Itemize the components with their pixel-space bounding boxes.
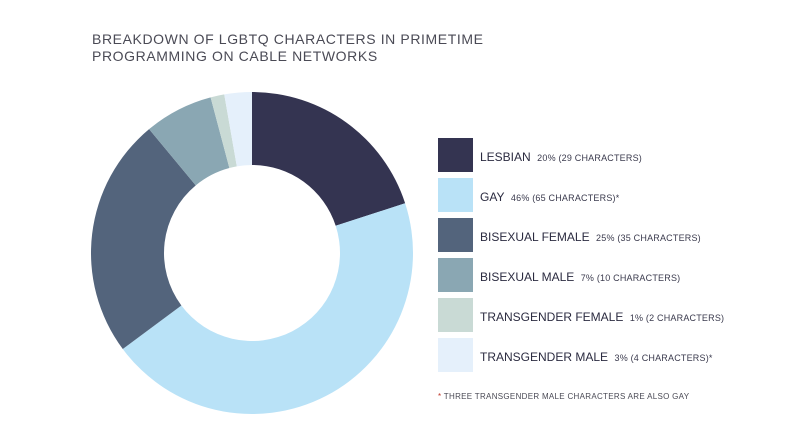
legend: LESBIAN 20% (29 CHARACTERS) GAY 46% (65 … bbox=[438, 138, 798, 378]
legend-label-bisexual-female: BISEXUAL FEMALE bbox=[480, 230, 590, 244]
legend-swatch-lesbian bbox=[438, 138, 473, 172]
legend-detail-transgender-female: 1% (2 CHARACTERS) bbox=[629, 313, 725, 323]
footnote: * THREE TRANSGENDER MALE CHARACTERS ARE … bbox=[438, 392, 689, 401]
legend-swatch-transgender-female bbox=[438, 298, 473, 332]
donut-slice-lesbian bbox=[252, 92, 406, 226]
donut-slice-bisexual-male bbox=[149, 97, 230, 186]
legend-item-transgender-male: TRANSGENDER MALE 3% (4 CHARACTERS)* bbox=[438, 338, 798, 372]
legend-swatch-transgender-male bbox=[438, 338, 473, 372]
donut-slice-transgender-female bbox=[210, 94, 237, 168]
chart-title-line-2: PROGRAMMING ON CABLE NETWORKS bbox=[92, 48, 378, 64]
legend-item-bisexual-female: BISEXUAL FEMALE 25% (35 CHARACTERS) bbox=[438, 218, 798, 252]
legend-item-lesbian: LESBIAN 20% (29 CHARACTERS) bbox=[438, 138, 798, 172]
legend-swatch-bisexual-female bbox=[438, 218, 473, 252]
legend-label-bisexual-male: BISEXUAL MALE bbox=[480, 270, 575, 284]
legend-item-transgender-female: TRANSGENDER FEMALE 1% (2 CHARACTERS) bbox=[438, 298, 798, 332]
legend-label-transgender-female: TRANSGENDER FEMALE bbox=[480, 310, 624, 324]
legend-swatch-bisexual-male bbox=[438, 258, 473, 292]
legend-detail-transgender-male: 3% (4 CHARACTERS)* bbox=[614, 353, 713, 363]
donut-slice-bisexual-female bbox=[90, 129, 196, 350]
legend-detail-bisexual-female: 25% (35 CHARACTERS) bbox=[596, 233, 701, 243]
legend-detail-lesbian: 20% (29 CHARACTERS) bbox=[537, 153, 642, 163]
legend-label-transgender-male: TRANSGENDER MALE bbox=[480, 350, 609, 364]
donut-slice-transgender-male bbox=[224, 92, 252, 167]
legend-detail-gay: 46% (65 CHARACTERS)* bbox=[510, 193, 620, 203]
footnote-asterisk: * bbox=[438, 392, 442, 401]
legend-item-gay: GAY 46% (65 CHARACTERS)* bbox=[438, 178, 798, 212]
legend-label-gay: GAY bbox=[480, 190, 505, 204]
footnote-text: THREE TRANSGENDER MALE CHARACTERS ARE AL… bbox=[441, 392, 690, 401]
legend-label-lesbian: LESBIAN bbox=[480, 150, 531, 164]
chart-title-line-1: BREAKDOWN OF LGBTQ CHARACTERS IN PRIMETI… bbox=[92, 31, 484, 47]
legend-swatch-gay bbox=[438, 178, 473, 212]
donut-chart bbox=[90, 92, 414, 415]
donut-slice-gay bbox=[122, 203, 414, 415]
chart-title: BREAKDOWN OF LGBTQ CHARACTERS IN PRIMETI… bbox=[92, 31, 512, 65]
legend-detail-bisexual-male: 7% (10 CHARACTERS) bbox=[580, 273, 681, 283]
legend-item-bisexual-male: BISEXUAL MALE 7% (10 CHARACTERS) bbox=[438, 258, 798, 292]
